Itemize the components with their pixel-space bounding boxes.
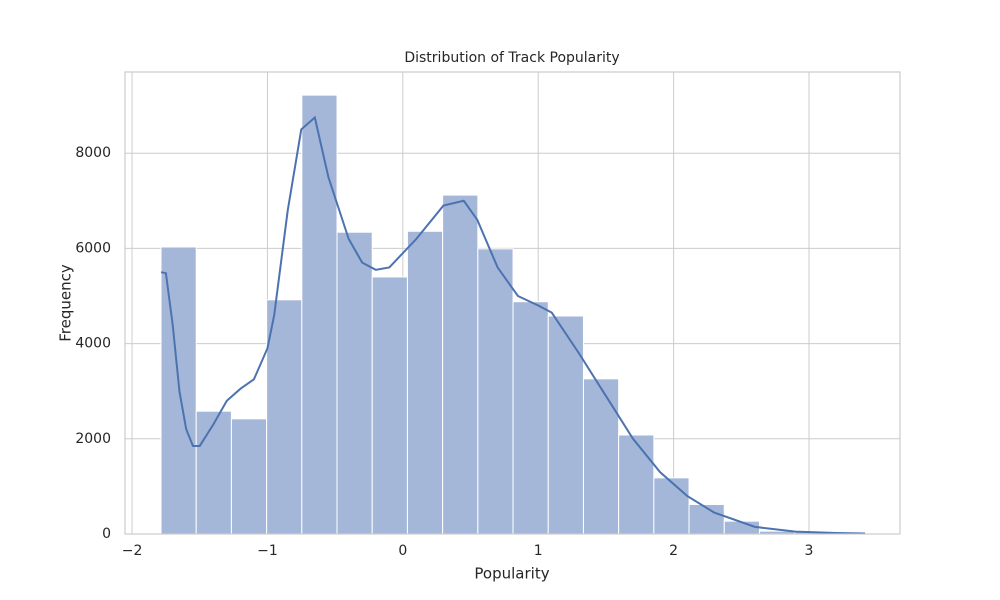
y-tick-label: 0 — [102, 526, 111, 542]
bar — [230, 418, 268, 535]
plot-frame — [124, 71, 901, 535]
bar — [653, 477, 690, 535]
x-tick-label: 0 — [398, 543, 407, 559]
y-axis-label: Frequency — [57, 264, 75, 342]
bar — [336, 231, 373, 535]
y-tick-label: 2000 — [75, 431, 111, 447]
bar — [547, 315, 584, 535]
x-tick-label: −1 — [257, 543, 278, 559]
bar — [688, 503, 725, 535]
bar — [442, 194, 479, 535]
bar — [512, 301, 549, 535]
y-tick-label: 6000 — [75, 240, 111, 256]
kde-line — [160, 115, 866, 535]
x-tick-label: 2 — [669, 543, 678, 559]
y-tick-label: 8000 — [75, 145, 111, 161]
bar — [195, 410, 232, 535]
chart-title: Distribution of Track Popularity — [404, 50, 619, 66]
bar — [618, 434, 655, 535]
bar — [582, 378, 620, 535]
bar — [406, 230, 444, 535]
x-tick-label: −2 — [122, 543, 143, 559]
bar — [477, 248, 514, 535]
y-tick-label: 4000 — [75, 336, 111, 352]
bar — [371, 276, 408, 535]
x-tick-label: 3 — [805, 543, 814, 559]
bar — [266, 299, 303, 535]
x-axis-label: Popularity — [474, 565, 549, 583]
bar — [301, 94, 338, 535]
x-tick-label: 1 — [534, 543, 543, 559]
